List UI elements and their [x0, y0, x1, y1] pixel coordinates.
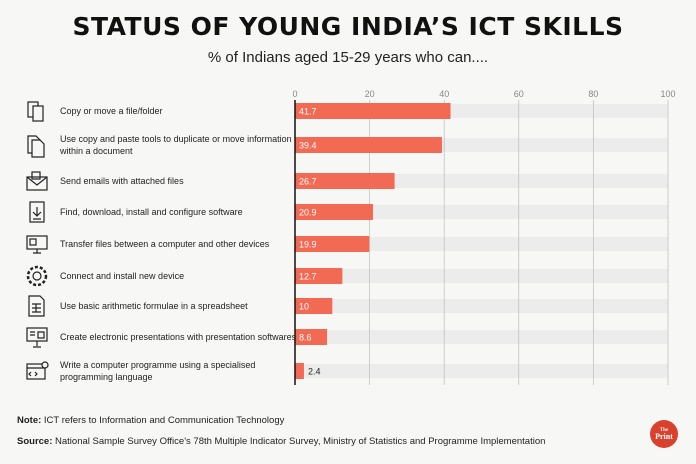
- note-text: ICT refers to Information and Communicat…: [41, 415, 285, 426]
- computer-transfer-icon: [26, 235, 48, 254]
- code-icon: [26, 361, 49, 380]
- bar-track: [295, 269, 668, 283]
- download-icon: [29, 201, 45, 223]
- category-label: Send emails with attached files: [60, 176, 184, 186]
- data-label: 39.4: [299, 141, 317, 151]
- source: Source: National Sample Survey Office's …: [17, 436, 545, 447]
- bar-track: [295, 364, 668, 378]
- data-label: 41.7: [299, 107, 317, 117]
- x-tick-label: 100: [660, 89, 675, 99]
- data-label: 19.9: [299, 240, 317, 250]
- category-label: Copy or move a file/folder: [60, 106, 163, 116]
- bar-track: [295, 205, 668, 219]
- data-label: 26.7: [299, 177, 317, 187]
- bar: [295, 137, 442, 153]
- source-text: National Sample Survey Office's 78th Mul…: [52, 436, 546, 447]
- source-label: Source:: [17, 436, 53, 447]
- category-label: Use basic arithmetic formulae in a sprea…: [60, 301, 248, 311]
- note: Note: ICT refers to Information and Comm…: [17, 415, 284, 426]
- bar: [295, 363, 304, 379]
- x-tick-label: 80: [588, 89, 598, 99]
- bar: [295, 268, 343, 284]
- chart-subtitle: % of Indians aged 15-29 years who can...…: [207, 49, 489, 66]
- category-label: Create electronic presentations with pre…: [60, 332, 297, 342]
- category-label: Use copy and paste tools to duplicate or…: [59, 134, 292, 156]
- bar-track: [295, 330, 668, 344]
- bar: [295, 103, 451, 119]
- x-tick-label: 0: [292, 89, 297, 99]
- note-label: Note:: [17, 415, 42, 426]
- bar-track: [295, 237, 668, 251]
- copy-paste-icon: [27, 135, 45, 158]
- data-label: 12.7: [299, 272, 317, 282]
- data-label: 8.6: [299, 333, 312, 343]
- data-label: 20.9: [299, 208, 317, 218]
- spreadsheet-icon: [28, 295, 45, 317]
- x-tick-label: 40: [439, 89, 449, 99]
- bar: [295, 173, 395, 189]
- bar: [295, 236, 370, 252]
- x-tick-label: 60: [514, 89, 524, 99]
- copy-file-icon: [27, 101, 44, 122]
- category-label: Write a computer programme using a speci…: [60, 360, 255, 382]
- x-tick-label: 20: [365, 89, 375, 99]
- email-attachment-icon: [26, 171, 48, 191]
- data-label: 2.4: [308, 367, 321, 377]
- category-label: Transfer files between a computer and ot…: [60, 239, 270, 249]
- gear-icon: [26, 265, 48, 287]
- category-label: Connect and install new device: [60, 271, 184, 281]
- bar: [295, 204, 373, 220]
- data-label: 10: [299, 302, 309, 312]
- chart-title: STATUS OF YOUNG INDIA’S ICT SKILLS: [72, 12, 624, 41]
- category-label: Find, download, install and configure so…: [60, 207, 243, 217]
- bar-track: [295, 299, 668, 313]
- bar: [295, 329, 328, 345]
- bar: [295, 298, 333, 314]
- theprint-logo: The Print: [650, 420, 678, 448]
- presentation-icon: [26, 327, 48, 348]
